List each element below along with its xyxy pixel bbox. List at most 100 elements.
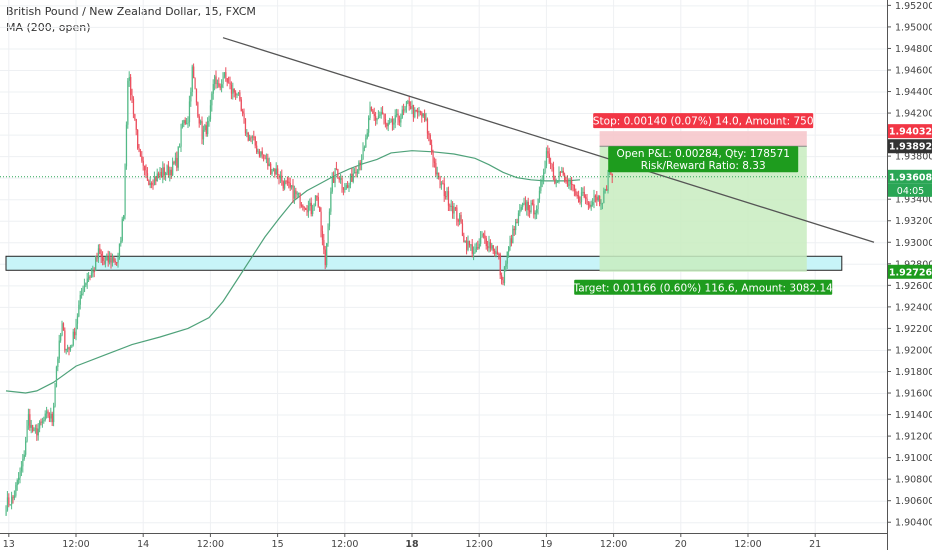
candle-body	[83, 285, 86, 292]
candle-body	[237, 92, 240, 94]
candle-body	[442, 183, 444, 185]
candle-body	[284, 180, 286, 189]
target-annotation-bg	[574, 279, 833, 295]
price-axis[interactable]: 1.95200 1.95000 1.94800 1.94600 1.94400 1.942…	[887, 0, 932, 550]
candle-body	[76, 316, 79, 324]
candle-body	[510, 238, 513, 244]
candle-body	[501, 275, 503, 281]
candle-body	[461, 223, 464, 236]
candle-body	[62, 323, 65, 331]
ma-200-line	[5, 150, 581, 394]
candle-body	[384, 119, 387, 124]
time-axis[interactable]: 13 12:00 14 12:00 15 12:00 18 12:00 19 12:00 20 12:…	[0, 533, 887, 550]
candle-body	[372, 110, 374, 114]
candle-body	[165, 172, 167, 176]
candle-body	[288, 181, 290, 184]
candle-body	[29, 414, 31, 428]
candle-body	[590, 204, 592, 207]
candle-body	[292, 185, 294, 199]
candle-body	[114, 261, 116, 263]
candle-body	[516, 221, 518, 224]
candle-body	[594, 195, 597, 198]
candle-body	[450, 205, 452, 207]
candle-body	[547, 151, 549, 154]
candle-body	[78, 304, 80, 317]
candle-body	[156, 173, 158, 182]
candle-body	[167, 165, 170, 176]
candle-body	[172, 161, 174, 176]
y-tick-label: 1.90800	[895, 475, 932, 486]
candle-body	[505, 263, 507, 267]
candle-body	[464, 240, 466, 242]
candle-body	[67, 347, 69, 350]
candle-body	[572, 184, 574, 186]
candle-body	[43, 420, 45, 422]
candle-body	[201, 121, 203, 140]
candle-body	[396, 113, 398, 116]
candle-body	[265, 158, 268, 160]
candle-body	[118, 243, 121, 258]
x-tick-label: 12:00	[197, 539, 224, 550]
candle-body	[552, 167, 555, 176]
y-tick-label: 1.91400	[895, 410, 932, 421]
trendline[interactable]	[222, 37, 875, 243]
candle-body	[111, 257, 114, 263]
candle-body	[141, 156, 143, 161]
candle-body	[541, 180, 543, 182]
candle-body	[573, 185, 576, 192]
candle-body	[163, 167, 165, 176]
candle-body	[348, 184, 350, 188]
candle-body	[488, 242, 490, 249]
candle-body	[562, 170, 564, 175]
candle-body	[347, 185, 349, 188]
candle-body	[155, 176, 157, 182]
candle-body	[219, 86, 221, 88]
candle-body	[215, 76, 217, 85]
x-tick-label: 12:00	[600, 539, 627, 550]
candle-body	[302, 205, 304, 208]
candle-body	[79, 294, 81, 305]
candle-body	[531, 202, 534, 205]
candle-body	[236, 93, 238, 96]
candle-body	[109, 257, 111, 263]
candle-body	[51, 413, 53, 423]
candle-body	[249, 137, 251, 141]
candle-body	[328, 211, 331, 227]
candle-body	[306, 209, 308, 213]
candle-body	[515, 221, 517, 231]
candle-body	[151, 183, 153, 185]
candle-body	[197, 102, 199, 117]
candle-body	[599, 196, 601, 205]
candle-body	[585, 197, 587, 199]
candle-body	[524, 202, 527, 210]
candle-body	[225, 72, 227, 79]
candle-body	[527, 201, 529, 211]
candle-body	[587, 203, 590, 205]
candle-body	[11, 496, 13, 505]
candle-body	[513, 228, 515, 231]
candle-body	[117, 257, 119, 263]
candle-body	[379, 114, 381, 116]
candle-body	[319, 206, 321, 212]
price-label-bg-last	[888, 169, 932, 184]
stop-annotation: Stop: 0.00140 (0.07%) 14.0, Amount: 750	[593, 116, 814, 128]
candle-body	[139, 150, 142, 157]
candle-body	[207, 121, 209, 135]
candle-body	[190, 91, 192, 102]
candle-body	[438, 172, 440, 177]
candle-body	[40, 421, 42, 423]
candle-body	[37, 428, 39, 436]
candle-body	[536, 209, 538, 213]
candle-body	[376, 118, 378, 121]
candle-body	[216, 83, 219, 85]
candle-body	[128, 77, 130, 81]
candle-body	[373, 113, 375, 117]
candle-body	[470, 244, 472, 246]
candle-body	[338, 177, 340, 180]
candle-body	[366, 132, 368, 138]
candle-body	[593, 195, 595, 202]
candle-body	[153, 176, 156, 186]
candle-body	[13, 495, 16, 499]
candle-body	[253, 136, 255, 138]
